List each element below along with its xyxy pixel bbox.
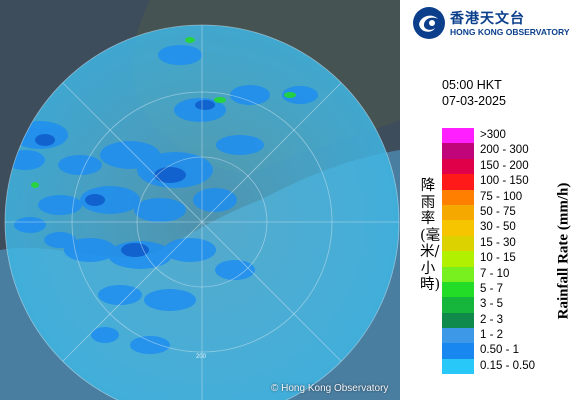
legend-color-swatch — [442, 158, 474, 175]
legend-row: 7 - 10 — [442, 266, 552, 282]
copyright-text: © Hong Kong Observatory — [271, 383, 389, 394]
legend-range-label: 0.50 - 1 — [480, 344, 519, 357]
radar-map-graphic: 200 — [0, 24, 400, 400]
legend-color-swatch — [442, 251, 474, 267]
legend-color-swatch — [442, 235, 474, 252]
rain-echo-layer — [5, 37, 318, 354]
legend-range-label: 150 - 200 — [480, 159, 529, 172]
legend-row: 150 - 200 — [442, 158, 552, 175]
legend-row: 15 - 30 — [442, 235, 552, 252]
logo-english-text: HONG KONG OBSERVATORY — [450, 27, 570, 37]
logo-chinese-text: 香港天文台 — [450, 11, 525, 27]
radar-map: 200 © Hong Kong Observatory — [0, 0, 400, 400]
legend-row: 200 - 300 — [442, 143, 552, 159]
legend-color-swatch — [442, 297, 474, 313]
legend-color-swatch — [442, 312, 474, 329]
legend-color-swatch — [442, 343, 474, 359]
legend-row: 0.50 - 1 — [442, 343, 552, 359]
legend-color-swatch — [442, 358, 474, 375]
legend-color-swatch — [442, 266, 474, 282]
legend-title-chinese: 降雨率(毫米/小時) — [420, 178, 441, 293]
legend-color-swatch — [442, 204, 474, 221]
legend-color-swatch — [442, 143, 474, 159]
legend-range-label: 1 - 2 — [480, 329, 504, 342]
legend-range-label: >300 — [480, 129, 506, 141]
legend-range-label: 0.15 - 0.50 — [480, 359, 535, 372]
legend-row: 0.15 - 0.50 — [442, 358, 552, 375]
legend-range-label: 200 - 300 — [480, 144, 529, 157]
timestamp-time: 05:00 HKT — [442, 78, 502, 92]
range-rings — [4, 24, 400, 400]
legend-row: 30 - 50 — [442, 220, 552, 236]
legend-range-label: 50 - 75 — [480, 205, 516, 218]
legend-range-label: 10 - 15 — [480, 252, 516, 265]
hko-swirl-icon — [413, 7, 445, 39]
legend-row: >300 — [442, 128, 552, 144]
legend-row: 3 - 5 — [442, 297, 552, 313]
legend-range-label: 2 - 3 — [480, 313, 504, 326]
legend-color-swatch — [442, 281, 474, 298]
legend-range-label: 5 - 7 — [480, 282, 504, 295]
legend-row: 5 - 7 — [442, 281, 552, 298]
legend-title-english-text: Rainfall Rate (mm/h) — [555, 182, 572, 320]
legend-color-swatch — [442, 174, 474, 190]
legend-range-label: 3 - 5 — [480, 298, 504, 311]
range-ring-label: 200 — [196, 354, 207, 360]
legend-range-label: 30 - 50 — [480, 221, 516, 234]
legend-range-label: 75 - 100 — [480, 190, 523, 203]
legend-color-swatch — [442, 220, 474, 236]
legend-color-swatch — [442, 189, 474, 205]
legend-color-swatch — [442, 328, 474, 344]
legend-row: 75 - 100 — [442, 189, 552, 205]
timestamp-date: 07-03-2025 — [442, 94, 506, 108]
legend-row: 50 - 75 — [442, 204, 552, 221]
legend-range-label: 15 - 30 — [480, 236, 516, 249]
legend-row: 100 - 150 — [442, 174, 552, 190]
legend-panel: 香港天文台 HONG KONG OBSERVATORY 05:00 HKT 07… — [400, 0, 577, 400]
legend-row: 10 - 15 — [442, 251, 552, 267]
legend-title-english: Rainfall Rate (mm/h) — [552, 128, 576, 374]
legend-row: 1 - 2 — [442, 328, 552, 344]
hko-logo: 香港天文台 HONG KONG OBSERVATORY — [410, 6, 575, 40]
legend-range-label: 100 - 150 — [480, 175, 529, 188]
legend-color-swatch — [442, 128, 474, 144]
legend-range-label: 7 - 10 — [480, 267, 510, 280]
legend-row: 2 - 3 — [442, 312, 552, 329]
rainfall-legend: >300 200 - 300 150 - 200 100 - 150 75 - 100 5… — [442, 128, 552, 375]
